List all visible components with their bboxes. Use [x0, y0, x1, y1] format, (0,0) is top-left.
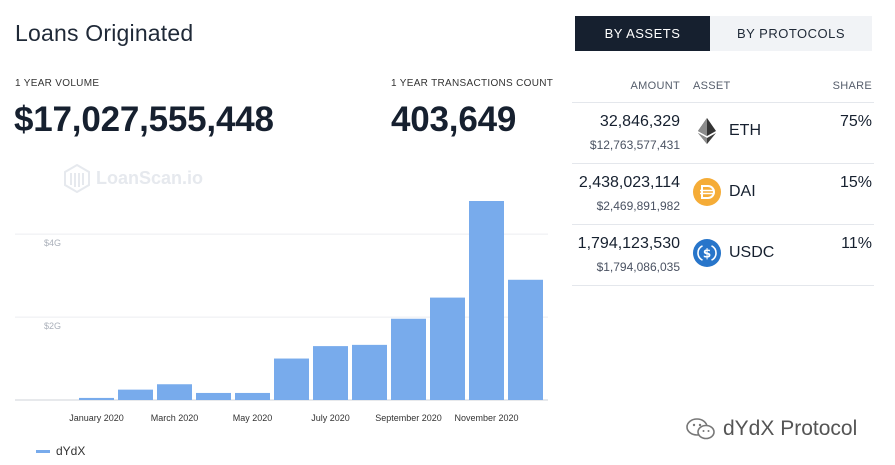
watermark-text: LoanScan.io	[96, 167, 204, 188]
x-tick-label: September 2020	[375, 413, 442, 423]
assets-table: AMOUNT ASSET SHARE 32,846,329 $12,763,57…	[572, 70, 874, 286]
bar-feb-2020[interactable]	[118, 389, 153, 400]
table-header: AMOUNT ASSET SHARE	[572, 70, 874, 103]
row-usd-value: $12,763,577,431	[589, 138, 680, 152]
usdc-icon: $	[693, 239, 721, 267]
page-title: Loans Originated	[15, 20, 194, 46]
volume-label: 1 YEAR VOLUME	[15, 78, 100, 89]
transactions-label: 1 YEAR TRANSACTIONS COUNT	[391, 78, 554, 89]
bar-apr-2020[interactable]	[196, 392, 231, 400]
eth-icon	[693, 117, 721, 145]
legend-swatch	[36, 450, 50, 453]
bar-jul-2020[interactable]	[313, 346, 348, 400]
dai-icon	[693, 178, 721, 206]
bar-nov-2020[interactable]	[469, 201, 504, 400]
bar-mar-2020[interactable]	[157, 384, 192, 400]
loanscan-logo-icon	[64, 163, 90, 193]
bar-jan-2020[interactable]	[79, 397, 114, 400]
row-asset: $ USDC	[693, 239, 774, 267]
loans-bar-chart: $2G $4G January 2020 March 2020 May 2020 Jul…	[15, 201, 548, 458]
share-header: SHARE	[832, 80, 872, 92]
transactions-value: 403,649	[391, 100, 517, 139]
row-share: 11%	[841, 235, 872, 252]
row-asset: DAI	[693, 178, 756, 206]
y-tick-label: $2G	[44, 321, 61, 331]
row-asset: ETH	[693, 117, 761, 145]
svg-text:$: $	[703, 247, 711, 261]
row-usd-value: $2,469,891,982	[596, 199, 680, 213]
bar-sep-2020[interactable]	[391, 318, 426, 400]
row-amount: 1,794,123,530	[577, 235, 680, 252]
amount-header: AMOUNT	[630, 80, 680, 92]
view-toggle: BY ASSETS BY PROTOCOLS	[575, 16, 872, 51]
x-tick-label: July 2020	[311, 413, 350, 423]
bar-aug-2020[interactable]	[352, 344, 387, 400]
bar-may-2020[interactable]	[235, 392, 270, 400]
bar-jun-2020[interactable]	[274, 358, 309, 400]
loanscan-watermark: LoanScan.io	[62, 163, 203, 193]
legend-label[interactable]: dYdX	[56, 444, 85, 458]
asset-symbol: USDC	[729, 244, 775, 261]
wechat-icon	[686, 418, 715, 440]
y-tick-label: $4G	[44, 238, 61, 248]
volume-value: $17,027,555,448	[14, 100, 274, 139]
brand-text: dYdX Protocol	[723, 417, 858, 440]
bar-dec-2020[interactable]	[508, 279, 543, 400]
row-usd-value: $1,794,086,035	[596, 260, 680, 274]
row-share: 15%	[839, 174, 872, 191]
table-row: 1,794,123,530 $1,794,086,035 $ USDC 11%	[572, 225, 874, 286]
asset-header: ASSET	[693, 80, 731, 92]
row-amount: 32,846,329	[599, 113, 680, 130]
x-tick-label: May 2020	[233, 413, 273, 423]
table-row: 32,846,329 $12,763,577,431 ETH 75%	[572, 103, 874, 164]
by-assets-tab[interactable]: BY ASSETS	[575, 16, 710, 51]
asset-symbol: ETH	[729, 122, 761, 139]
x-tick-label: November 2020	[454, 413, 518, 423]
x-tick-label: January 2020	[69, 413, 124, 423]
x-tick-label: March 2020	[151, 413, 199, 423]
bar-oct-2020[interactable]	[430, 297, 465, 400]
table-row: 2,438,023,114 $2,469,891,982 DAI 15%	[572, 164, 874, 225]
row-share: 75%	[839, 113, 872, 130]
by-protocols-tab[interactable]: BY PROTOCOLS	[736, 26, 846, 41]
brand-footer: dYdX Protocol	[686, 417, 857, 441]
asset-symbol: DAI	[729, 183, 756, 200]
row-amount: 2,438,023,114	[578, 174, 680, 191]
